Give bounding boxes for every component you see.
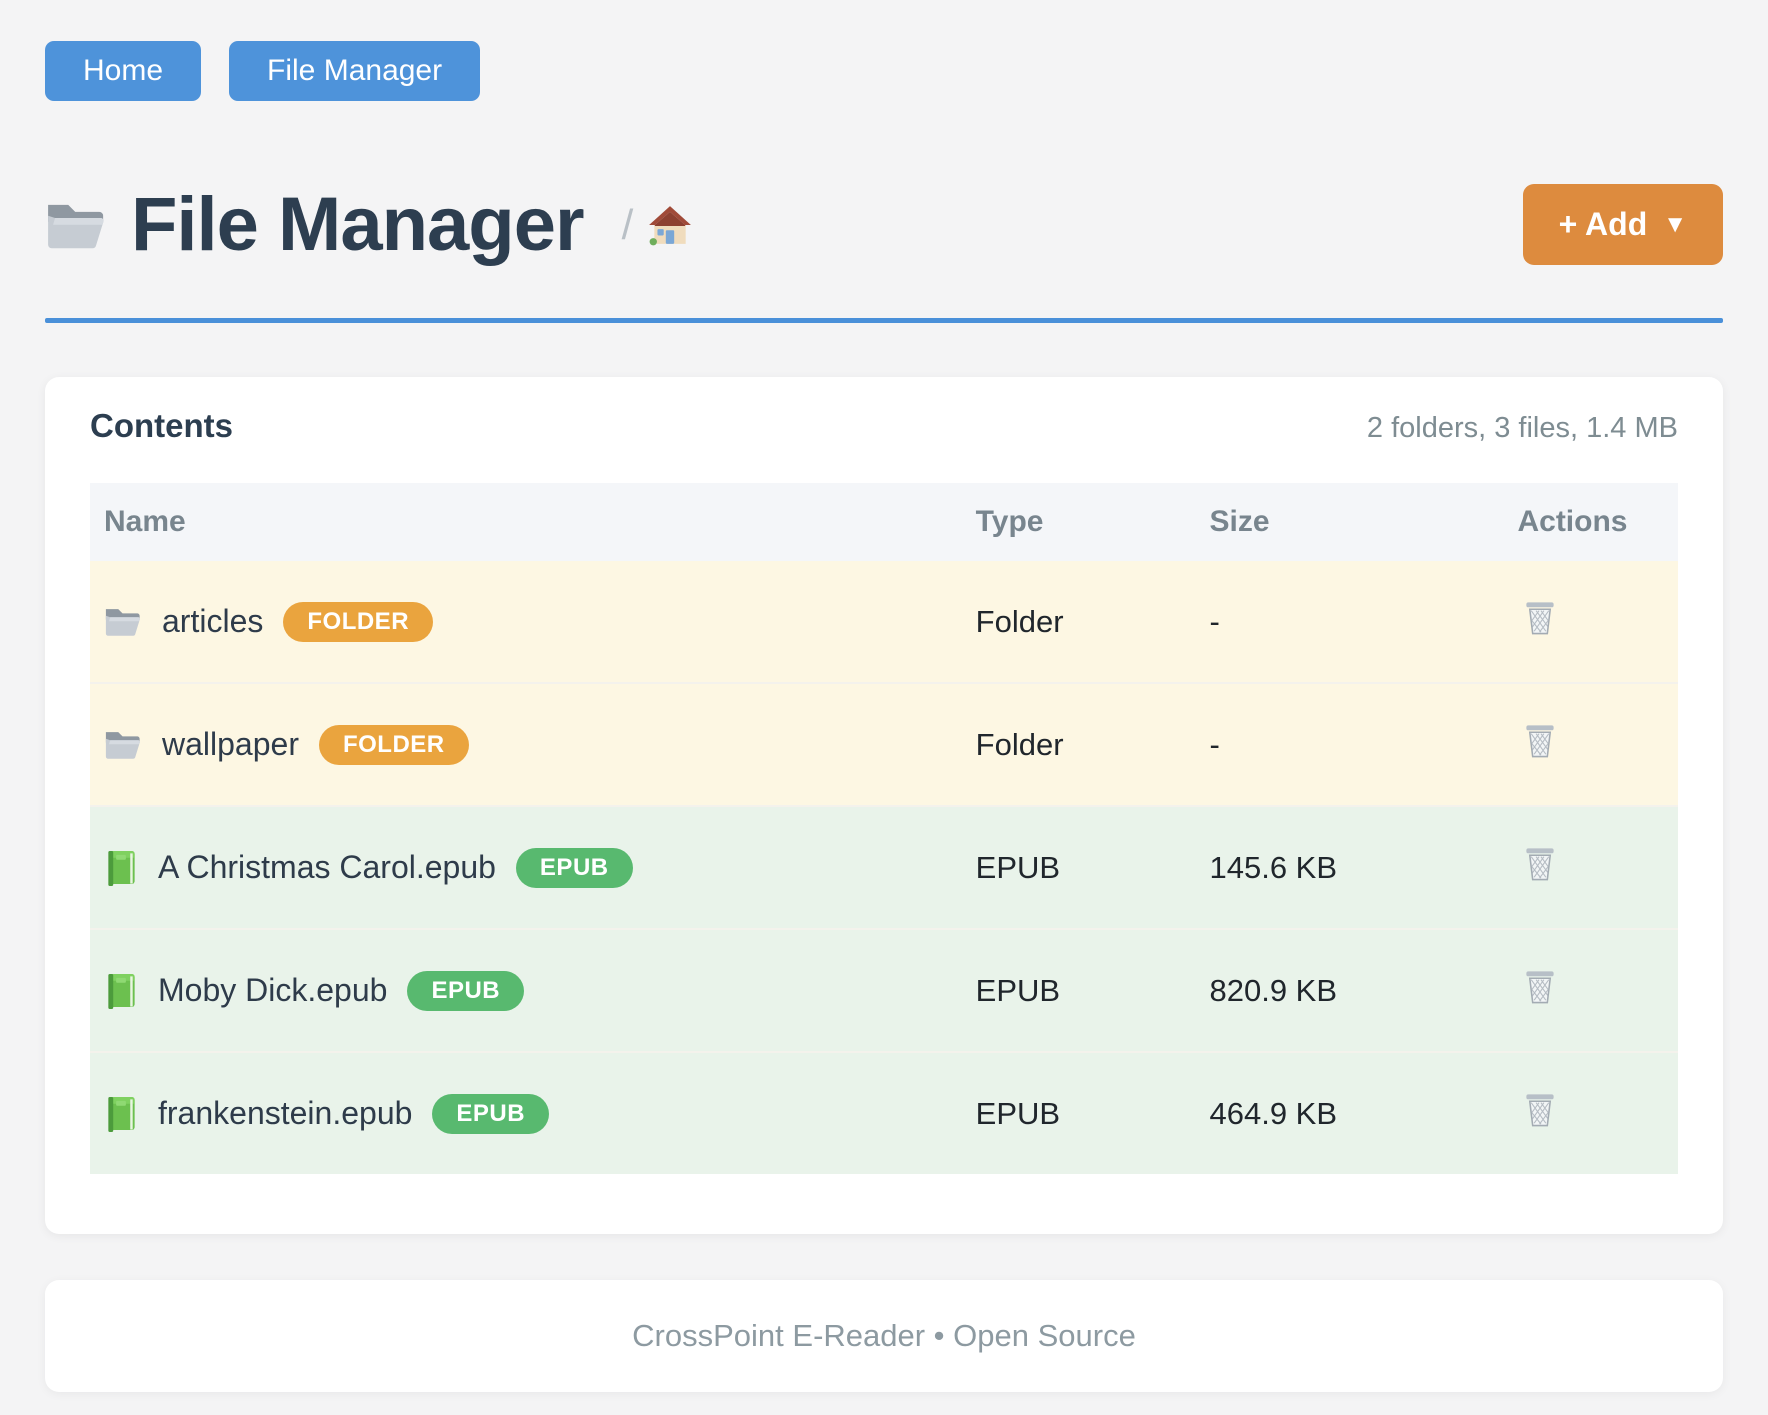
table-row-wallpaper: wallpaper FOLDER Folder -: [90, 683, 1678, 806]
footer-text: CrossPoint E-Reader • Open Source: [632, 1318, 1136, 1353]
file-link-christmas-carol[interactable]: A Christmas Carol.epub EPUB: [104, 847, 948, 888]
book-icon: [104, 849, 138, 886]
breadcrumb: /: [622, 201, 694, 249]
book-icon: [104, 1095, 138, 1132]
epub-badge: EPUB: [432, 1093, 550, 1134]
page-header: File Manager / + Add ▼: [45, 181, 1723, 268]
trash-icon: [1523, 845, 1557, 882]
delete-button[interactable]: [1517, 1091, 1557, 1128]
add-button-label: + Add: [1558, 206, 1648, 242]
column-header-actions: Actions: [1503, 483, 1678, 561]
home-icon[interactable]: [647, 204, 693, 246]
table-header-row: Name Type Size Actions: [90, 483, 1678, 561]
item-type: EPUB: [975, 849, 1061, 885]
folder-badge: FOLDER: [283, 601, 434, 642]
item-type: Folder: [975, 603, 1064, 639]
file-link-frankenstein[interactable]: frankenstein.epub EPUB: [104, 1093, 948, 1134]
folder-icon: [104, 729, 142, 760]
item-size: -: [1209, 603, 1220, 639]
table-row-frankenstein: frankenstein.epub EPUB EPUB 464.9 KB: [90, 1052, 1678, 1174]
trash-icon: [1523, 599, 1557, 636]
title-underline: [45, 318, 1723, 323]
item-size: 145.6 KB: [1209, 849, 1338, 885]
column-header-size: Size: [1195, 483, 1504, 561]
folder-icon: [104, 606, 142, 637]
table-row-moby-dick: Moby Dick.epub EPUB EPUB 820.9 KB: [90, 929, 1678, 1052]
column-header-name: Name: [90, 483, 962, 561]
table-row-christmas-carol: A Christmas Carol.epub EPUB EPUB 145.6 K…: [90, 806, 1678, 929]
item-name: Moby Dick.epub: [158, 972, 388, 1008]
epub-badge: EPUB: [515, 847, 633, 888]
trash-icon: [1523, 1091, 1557, 1128]
item-size: -: [1209, 726, 1220, 762]
epub-badge: EPUB: [407, 970, 525, 1011]
footer: CrossPoint E-Reader • Open Source: [45, 1280, 1723, 1392]
item-type: EPUB: [975, 972, 1061, 1008]
top-nav: Home File Manager: [45, 41, 1723, 101]
item-size: 820.9 KB: [1209, 972, 1338, 1008]
delete-button[interactable]: [1517, 845, 1557, 882]
delete-button[interactable]: [1517, 722, 1557, 759]
open-folder-icon: [45, 199, 107, 251]
item-name: articles: [162, 603, 264, 639]
item-name: frankenstein.epub: [158, 1095, 413, 1131]
trash-icon: [1523, 968, 1557, 1005]
contents-card: Contents 2 folders, 3 files, 1.4 MB Name…: [45, 377, 1723, 1234]
folder-link-articles[interactable]: articles FOLDER: [104, 601, 948, 642]
breadcrumb-separator: /: [621, 200, 634, 248]
item-type: Folder: [975, 726, 1064, 762]
folder-badge: FOLDER: [318, 724, 469, 765]
file-link-moby-dick[interactable]: Moby Dick.epub EPUB: [104, 970, 948, 1011]
table-row-articles: articles FOLDER Folder -: [90, 561, 1678, 683]
book-icon: [104, 972, 138, 1009]
add-button[interactable]: + Add ▼: [1522, 184, 1723, 265]
delete-button[interactable]: [1517, 968, 1557, 1005]
folder-link-wallpaper[interactable]: wallpaper FOLDER: [104, 724, 948, 765]
contents-title: Contents: [90, 407, 233, 444]
caret-down-icon: ▼: [1663, 210, 1687, 238]
item-size: 464.9 KB: [1209, 1095, 1338, 1131]
delete-button[interactable]: [1517, 599, 1557, 636]
contents-summary: 2 folders, 3 files, 1.4 MB: [1366, 412, 1678, 444]
item-type: EPUB: [975, 1095, 1061, 1131]
nav-file-manager-button[interactable]: File Manager: [229, 41, 481, 101]
trash-icon: [1523, 722, 1557, 759]
column-header-type: Type: [961, 483, 1196, 561]
page-title: File Manager: [131, 182, 585, 267]
item-name: wallpaper: [162, 726, 299, 762]
files-table: Name Type Size Actions articles FOLDER: [90, 483, 1678, 1174]
nav-home-button[interactable]: Home: [45, 41, 202, 101]
item-name: A Christmas Carol.epub: [158, 849, 496, 885]
